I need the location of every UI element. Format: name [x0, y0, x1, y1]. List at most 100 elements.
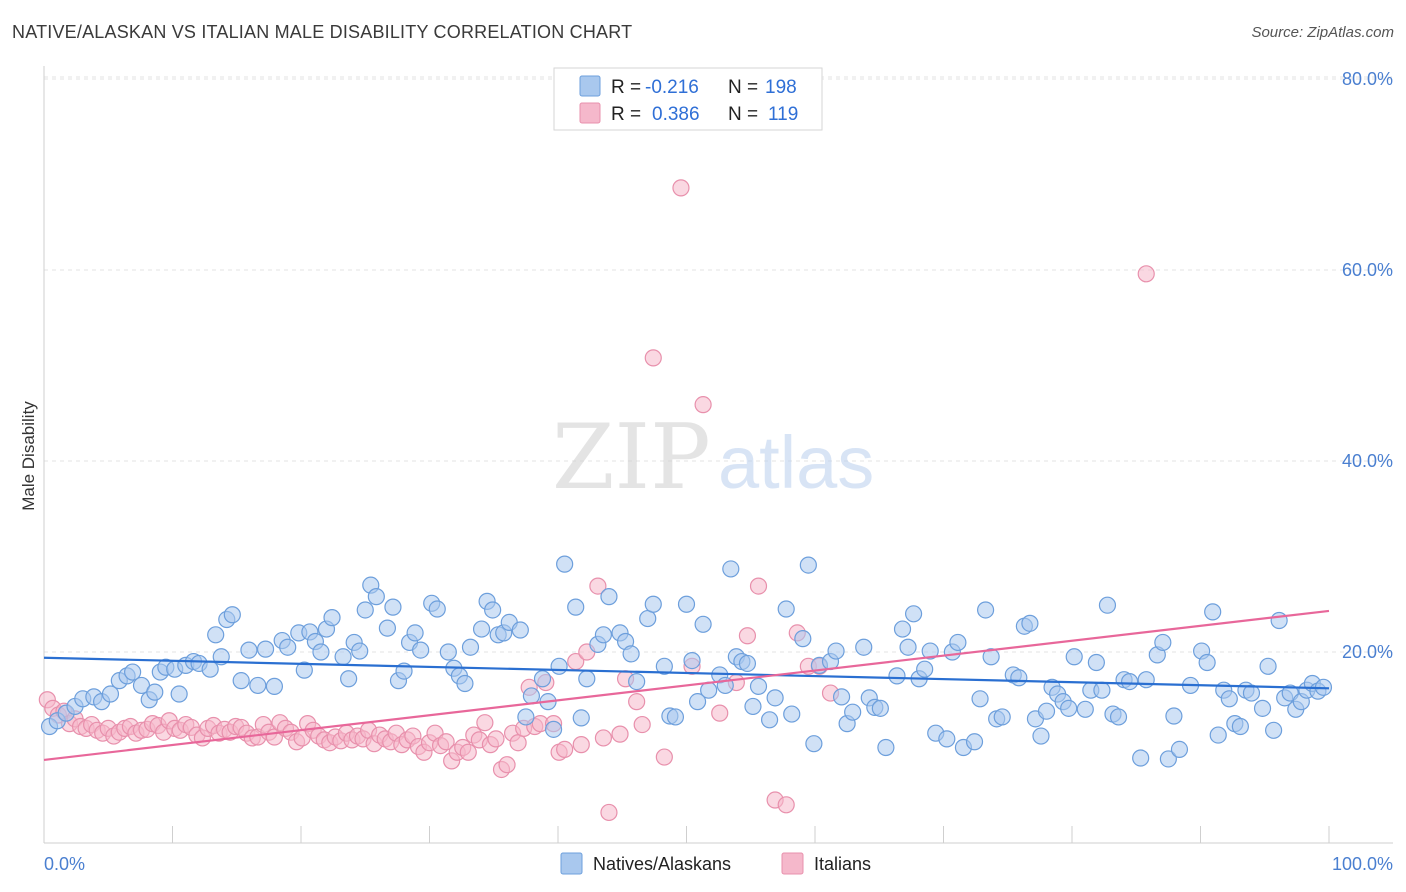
natives-point [207, 626, 225, 644]
natives-point [1076, 700, 1094, 718]
natives-point [295, 661, 313, 679]
natives-point [799, 556, 817, 574]
natives-point [378, 619, 397, 637]
natives-point [683, 651, 701, 670]
series-legend-swatch-natives [560, 852, 583, 875]
natives-point [428, 600, 446, 618]
italians-point [459, 743, 477, 761]
natives-point [628, 673, 646, 691]
natives-point [1165, 707, 1183, 725]
natives-point [805, 735, 823, 753]
natives-point [694, 615, 712, 633]
natives-point [1170, 740, 1189, 759]
natives-point [550, 657, 568, 675]
series-legend: Natives/Alaskans Italians [560, 852, 871, 875]
natives-point [938, 730, 956, 748]
natives-point [622, 645, 640, 663]
natives-point [949, 633, 967, 652]
italians-point [633, 715, 651, 734]
natives-point [240, 641, 258, 659]
y-tick-label: 80.0% [1342, 69, 1393, 89]
watermark: ZIP atlas [552, 405, 874, 510]
natives-point [904, 605, 923, 623]
natives-point [921, 642, 939, 660]
legend-r-value-2: 0.386 [652, 104, 700, 125]
natives-point [982, 648, 1000, 666]
italians-point [777, 796, 795, 814]
legend-n-value-1: 198 [765, 77, 797, 98]
natives-point [1198, 653, 1216, 672]
natives-point [1132, 749, 1150, 767]
natives-point [223, 606, 241, 624]
natives-point [1109, 708, 1128, 726]
natives-point [556, 555, 574, 573]
y-tick-labels: 20.0% 40.0% 60.0% 80.0% [1342, 69, 1393, 662]
natives-point [1032, 727, 1050, 745]
natives-point [356, 601, 374, 619]
natives-point [170, 685, 188, 703]
natives-point [1259, 657, 1277, 675]
natives-point [517, 708, 535, 726]
natives-point [1270, 611, 1288, 630]
natives-point [760, 711, 779, 729]
natives-point [1087, 653, 1105, 672]
italians-point [672, 179, 690, 197]
x-tick-label-min: 0.0% [44, 854, 85, 874]
natives-point [340, 670, 358, 688]
natives-point [766, 689, 784, 707]
natives-point [572, 709, 590, 727]
watermark-zip: ZIP [552, 405, 711, 510]
natives-point [594, 626, 613, 644]
natives-point [655, 657, 673, 675]
natives-point [1209, 726, 1227, 744]
natives-point [844, 703, 862, 721]
natives-point [965, 733, 984, 751]
natives-point [744, 697, 762, 716]
y-tick-label: 20.0% [1342, 642, 1393, 662]
watermark-atlas: atlas [718, 421, 874, 504]
natives-point [249, 676, 267, 695]
legend-swatch-pink [579, 102, 601, 124]
natives-point [971, 690, 989, 708]
legend-r-label-1: R = [611, 77, 641, 98]
natives-point [1121, 673, 1139, 691]
natives-point [533, 670, 552, 688]
natives-point [749, 677, 768, 695]
italians-point [694, 396, 712, 414]
natives-point [511, 621, 529, 639]
natives-point [1037, 702, 1056, 720]
x-axis-ticks [43, 826, 1330, 843]
natives-point [472, 620, 491, 638]
italians-point [738, 627, 757, 645]
italians-point [628, 693, 646, 711]
natives-point [738, 654, 757, 673]
italians-point [589, 577, 607, 595]
natives-point [406, 624, 424, 642]
x-tick-label-max: 100.0% [1332, 854, 1393, 874]
natives-point [777, 600, 795, 618]
legend-swatch-blue [579, 75, 601, 97]
natives-point [1098, 596, 1117, 614]
natives-point [794, 630, 812, 648]
natives-point [688, 693, 707, 711]
natives-point [1253, 699, 1272, 717]
natives-point [201, 660, 219, 678]
italians-point [487, 730, 505, 748]
natives-point [1159, 750, 1177, 768]
natives-point [232, 672, 250, 690]
natives-point [146, 683, 164, 701]
natives-point [855, 638, 873, 656]
natives-point [412, 641, 430, 659]
italians-points [38, 179, 1155, 822]
italians-point [711, 704, 729, 722]
italians-point [572, 736, 590, 754]
natives-point [1065, 648, 1083, 666]
natives-point [351, 642, 369, 660]
natives-point [600, 588, 618, 606]
legend-n-label-1: N = [728, 77, 758, 98]
natives-point [312, 643, 330, 661]
natives-point [677, 595, 696, 613]
natives-point [124, 663, 142, 681]
natives-point [893, 620, 912, 638]
